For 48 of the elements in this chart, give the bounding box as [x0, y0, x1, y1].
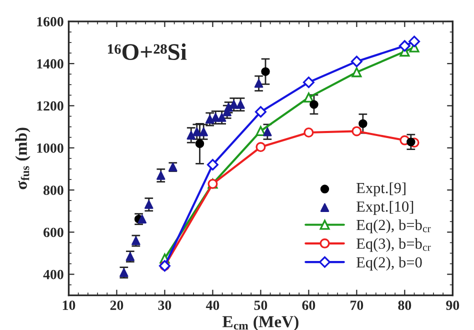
annotation: ¹⁶O+²⁸Si [108, 43, 187, 60]
x-tick-label: 90 [446, 300, 460, 310]
y-tick-label: 1000 [37, 143, 64, 153]
point [254, 79, 264, 88]
y-tick-label: 1400 [37, 59, 64, 69]
x-tick-label: 20 [110, 300, 124, 310]
point [256, 126, 266, 136]
y-tick-label: 400 [43, 270, 64, 280]
point [195, 139, 204, 148]
point [352, 67, 362, 78]
y-tick-label: 600 [44, 228, 64, 238]
point [406, 138, 416, 146]
y-tick-label: 1200 [37, 101, 64, 111]
point [263, 127, 272, 136]
y-axis-title: σ$_{fus}$ (mb) [15, 128, 30, 190]
point [302, 76, 314, 88]
point [256, 142, 266, 152]
legend-label: Eq(2), b=0 [356, 256, 422, 271]
x-tick-label: 50 [254, 300, 268, 310]
legend-label: Eq(2), b=b$_{cr}$ [356, 219, 431, 234]
x-tick-label: 60 [302, 300, 316, 310]
point [304, 127, 314, 138]
point [398, 40, 410, 52]
point [352, 126, 362, 136]
x-tick-label: 70 [350, 300, 364, 310]
legend-label: Expt.[10] [356, 200, 414, 215]
point [144, 200, 154, 209]
x-tick-label: 80 [398, 300, 412, 310]
legend-label: Expt.[9] [356, 182, 406, 196]
point [358, 119, 368, 128]
point [254, 106, 266, 118]
point [199, 127, 208, 136]
point [156, 171, 166, 180]
x-tick-label: 10 [62, 300, 76, 310]
point [304, 92, 314, 103]
x-tick-label: 40 [206, 300, 220, 310]
point [138, 214, 147, 224]
point [408, 36, 420, 48]
legend-label: Eq(3), b=b$_{cr}$ [356, 238, 431, 252]
y-tick-label: 800 [44, 186, 64, 195]
y-tick-label: 1600 [37, 17, 64, 26]
point [350, 56, 362, 68]
point [310, 100, 318, 109]
x-tick-label: 30 [158, 300, 172, 310]
point [192, 127, 202, 136]
point [206, 158, 218, 170]
point [261, 67, 270, 76]
point [186, 130, 196, 140]
